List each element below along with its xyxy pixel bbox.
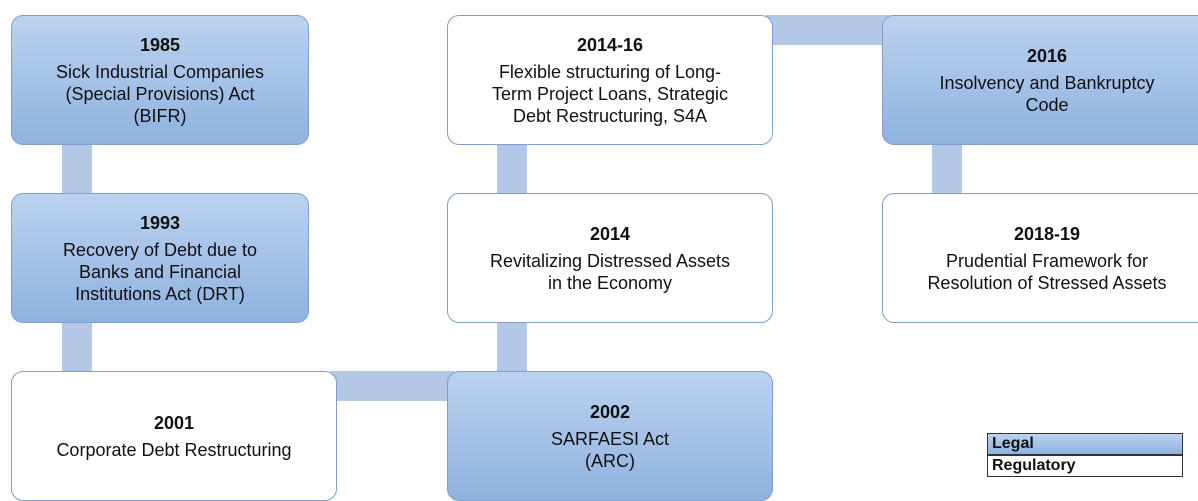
timeline-box: 1993 Recovery of Debt due to Banks and Fin… <box>11 193 309 323</box>
description-line: Flexible structuring of Long- <box>498 61 722 82</box>
description-line: Debt Restructuring, S4A <box>512 105 708 126</box>
description-line: Sick Industrial Companies <box>55 61 265 82</box>
year: 2018-19 <box>1013 223 1081 244</box>
description-line: Insolvency and Bankruptcy <box>939 72 1155 93</box>
year: 2016 <box>1026 45 1068 66</box>
timeline-box: 2014-16 Flexible structuring of Long- Term… <box>447 15 773 145</box>
description-line: Code <box>1025 94 1069 115</box>
timeline-box: 2014 Revitalizing Distressed Assets in the… <box>447 193 773 323</box>
year: 2014-16 <box>576 34 644 55</box>
description-line: in the Economy <box>547 272 673 293</box>
description-line: SARFAESI Act <box>550 428 670 449</box>
legend-item: Legal <box>987 433 1183 455</box>
description-line: Institutions Act (DRT) <box>75 283 245 304</box>
connector <box>62 318 92 378</box>
description-line: (BIFR) <box>133 105 187 126</box>
description-line: Revitalizing Distressed Assets <box>489 250 731 271</box>
description-line: (Special Provisions) Act <box>65 83 255 104</box>
connector <box>497 318 527 378</box>
description-line: Prudential Framework for <box>945 250 1149 271</box>
timeline-box: 2018-19 Prudential Framework for Resolutio… <box>882 193 1198 323</box>
connector <box>330 371 454 401</box>
description-line: Banks and Financial <box>78 261 242 282</box>
description-line: Resolution of Stressed Assets <box>927 272 1167 293</box>
year: 1985 <box>139 34 181 55</box>
year: 2014 <box>589 223 631 244</box>
legend-item: Regulatory <box>987 455 1183 477</box>
description-line: Term Project Loans, Strategic <box>491 83 729 104</box>
timeline-box: 2002 SARFAESI Act (ARC) <box>447 371 773 501</box>
timeline-box: 1985 Sick Industrial Companies (Special Pr… <box>11 15 309 145</box>
description-line: Recovery of Debt due to <box>62 239 258 260</box>
year: 2001 <box>153 412 195 433</box>
timeline-box: 2001 Corporate Debt Restructuring <box>11 371 337 501</box>
timeline-box: 2016 Insolvency and Bankruptcy Code <box>882 15 1198 145</box>
connector <box>932 140 962 200</box>
description-line: (ARC) <box>585 450 635 471</box>
connector <box>497 140 527 200</box>
connector <box>62 140 92 200</box>
connector <box>766 15 890 45</box>
year: 1993 <box>139 212 181 233</box>
description-line: Corporate Debt Restructuring <box>56 439 292 460</box>
year: 2002 <box>589 401 631 422</box>
